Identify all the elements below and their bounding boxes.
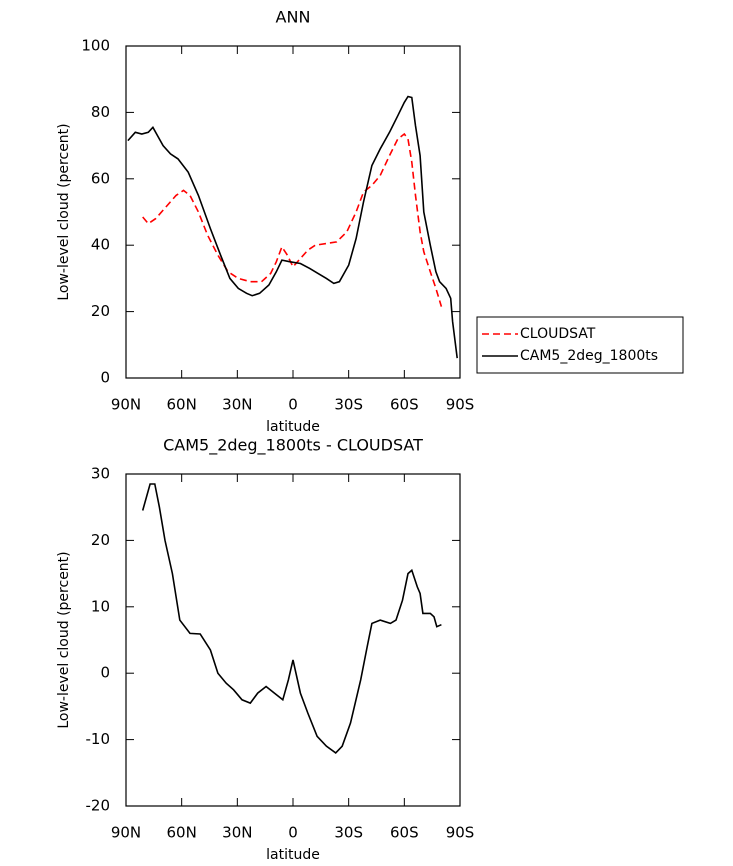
legend-label: CLOUDSAT <box>520 326 596 342</box>
data-line <box>141 483 442 754</box>
y-tick-label: 20 <box>91 302 110 320</box>
data-line <box>127 95 458 359</box>
x-tick-label: 60S <box>390 824 419 842</box>
y-tick-label: 30 <box>91 465 110 483</box>
x-tick-label: 90N <box>111 396 141 414</box>
y-tick-label: 80 <box>91 103 110 121</box>
y-tick-label: 0 <box>100 369 110 387</box>
legend: CLOUDSAT CAM5_2deg_1800ts <box>476 316 684 374</box>
y-tick-label: 10 <box>91 597 110 615</box>
y-tick-label: 100 <box>81 37 110 55</box>
y-axis-label: Low-level cloud (percent) <box>56 551 72 728</box>
y-axis-label: Low-level cloud (percent) <box>56 123 72 300</box>
plot-frame <box>125 45 461 379</box>
y-tick-label: 0 <box>100 664 110 682</box>
legend-box <box>476 316 684 374</box>
y-tick-label: 60 <box>91 169 110 187</box>
y-tick-label: -20 <box>86 797 111 815</box>
x-tick-label: 30N <box>222 824 252 842</box>
x-tick-label: 60S <box>390 396 419 414</box>
x-axis-label: latitude <box>266 419 320 435</box>
x-tick-label: 30S <box>334 824 363 842</box>
chart-title: ANN <box>276 8 311 27</box>
x-tick-label: 90N <box>111 824 141 842</box>
y-tick-label: -10 <box>86 730 111 748</box>
y-tick-label: 20 <box>91 531 110 549</box>
x-tick-label: 30N <box>222 396 252 414</box>
chart-title: CAM5_2deg_1800ts - CLOUDSAT <box>163 436 423 456</box>
x-tick-label: 90S <box>446 824 475 842</box>
legend-label: CAM5_2deg_1800ts <box>520 348 658 364</box>
x-tick-label: 0 <box>288 396 298 414</box>
x-tick-label: 30S <box>334 396 363 414</box>
x-tick-label: 90S <box>446 396 475 414</box>
x-axis-label: latitude <box>266 847 320 863</box>
x-tick-label: 0 <box>288 824 298 842</box>
data-line <box>142 132 443 307</box>
x-tick-label: 60N <box>167 396 197 414</box>
y-tick-label: 40 <box>91 236 110 254</box>
plot-frame <box>125 473 461 807</box>
x-tick-label: 60N <box>167 824 197 842</box>
